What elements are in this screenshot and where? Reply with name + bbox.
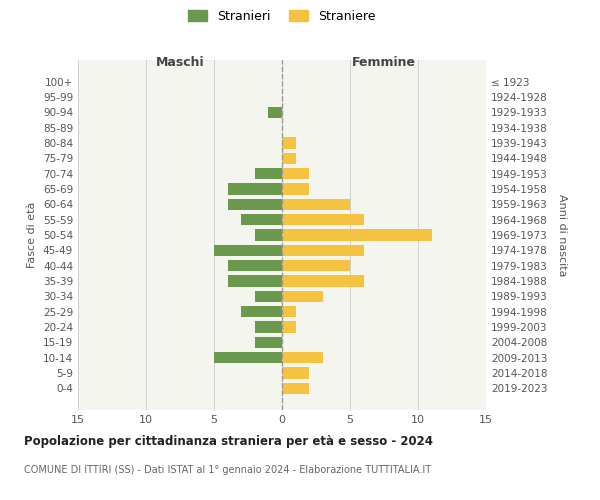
Bar bbox=[214, 244, 282, 256]
Bar bbox=[282, 152, 296, 164]
Bar bbox=[282, 290, 323, 302]
Bar bbox=[227, 276, 282, 287]
Bar bbox=[227, 183, 282, 194]
Bar bbox=[268, 106, 282, 118]
Text: Popolazione per cittadinanza straniera per età e sesso - 2024: Popolazione per cittadinanza straniera p… bbox=[24, 435, 433, 448]
Bar bbox=[282, 368, 309, 379]
Bar bbox=[282, 382, 309, 394]
Text: Maschi: Maschi bbox=[155, 56, 205, 70]
Bar bbox=[282, 183, 309, 194]
Bar bbox=[255, 322, 282, 333]
Bar bbox=[282, 244, 364, 256]
Text: Femmine: Femmine bbox=[352, 56, 416, 70]
Bar bbox=[255, 168, 282, 179]
Bar bbox=[241, 306, 282, 318]
Bar bbox=[255, 229, 282, 241]
Bar bbox=[282, 352, 323, 364]
Bar bbox=[282, 322, 296, 333]
Bar bbox=[255, 290, 282, 302]
Bar bbox=[282, 260, 350, 272]
Y-axis label: Fasce di età: Fasce di età bbox=[28, 202, 37, 268]
Bar bbox=[282, 137, 296, 148]
Bar bbox=[282, 168, 309, 179]
Bar bbox=[227, 260, 282, 272]
Bar bbox=[282, 198, 350, 210]
Bar bbox=[282, 214, 364, 226]
Y-axis label: Anni di nascita: Anni di nascita bbox=[557, 194, 567, 276]
Bar bbox=[227, 198, 282, 210]
Bar bbox=[282, 276, 364, 287]
Text: COMUNE DI ITTIRI (SS) - Dati ISTAT al 1° gennaio 2024 - Elaborazione TUTTITALIA.: COMUNE DI ITTIRI (SS) - Dati ISTAT al 1°… bbox=[24, 465, 431, 475]
Bar bbox=[214, 352, 282, 364]
Bar bbox=[282, 306, 296, 318]
Legend: Stranieri, Straniere: Stranieri, Straniere bbox=[185, 6, 379, 26]
Bar bbox=[282, 229, 431, 241]
Bar bbox=[255, 336, 282, 348]
Bar bbox=[241, 214, 282, 226]
